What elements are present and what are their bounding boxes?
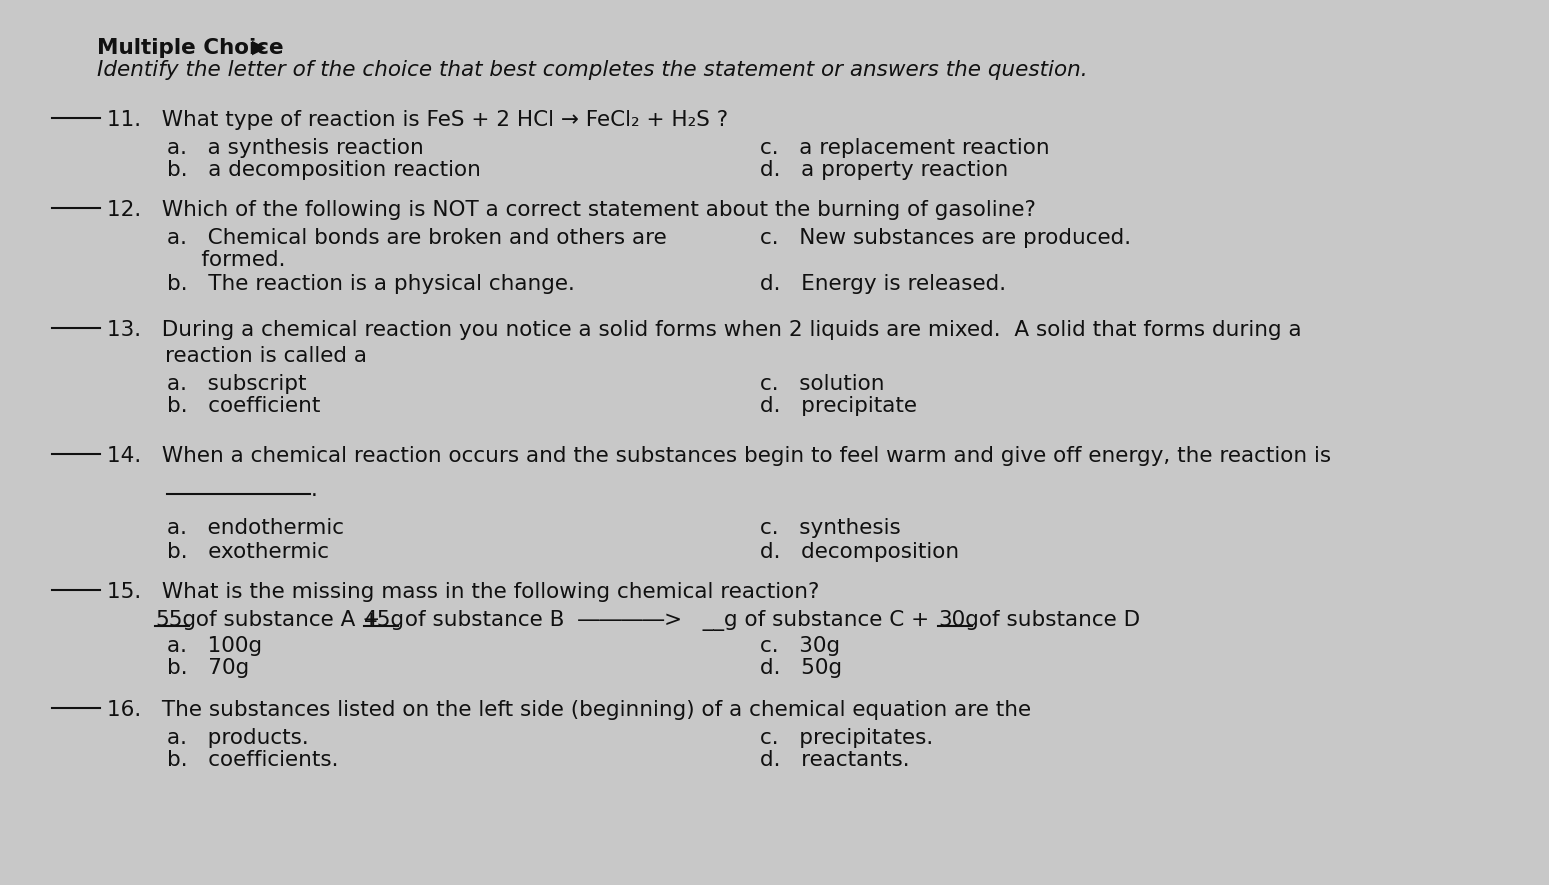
Text: a.   a synthesis reaction: a. a synthesis reaction <box>167 138 424 158</box>
Text: 30g: 30g <box>939 610 979 630</box>
Text: b.   coefficient: b. coefficient <box>167 396 321 416</box>
Text: 15.   What is the missing mass in the following chemical reaction?: 15. What is the missing mass in the foll… <box>107 582 819 602</box>
Text: d.   Energy is released.: d. Energy is released. <box>761 274 1007 294</box>
Text: b.   70g: b. 70g <box>167 658 249 678</box>
Text: c.   precipitates.: c. precipitates. <box>761 728 932 748</box>
Text: c.   synthesis: c. synthesis <box>761 518 902 538</box>
Text: d.   precipitate: d. precipitate <box>761 396 917 416</box>
Text: a.   100g: a. 100g <box>167 636 262 656</box>
Text: d.   a property reaction: d. a property reaction <box>761 160 1008 180</box>
Text: 16.   The substances listed on the left side (beginning) of a chemical equation : 16. The substances listed on the left si… <box>107 700 1032 720</box>
Text: c.   solution: c. solution <box>761 374 884 394</box>
Text: ▶: ▶ <box>252 38 266 57</box>
Text: d.   50g: d. 50g <box>761 658 843 678</box>
Text: formed.: formed. <box>167 250 285 270</box>
Text: .: . <box>311 480 318 500</box>
Text: a.   endothermic: a. endothermic <box>167 518 344 538</box>
Text: d.   reactants.: d. reactants. <box>761 750 909 770</box>
Text: b.   coefficients.: b. coefficients. <box>167 750 339 770</box>
Text: 12.   Which of the following is NOT a correct statement about the burning of gas: 12. Which of the following is NOT a corr… <box>107 200 1036 220</box>
Text: a.   products.: a. products. <box>167 728 308 748</box>
Text: of substance B  ――――>   __g of substance C +: of substance B ――――> __g of substance C … <box>398 610 936 631</box>
Text: Multiple Choice: Multiple Choice <box>98 38 283 58</box>
Text: 55g: 55g <box>155 610 197 630</box>
Text: of substance A +: of substance A + <box>189 610 387 630</box>
Text: of substance D: of substance D <box>973 610 1140 630</box>
Text: a.   Chemical bonds are broken and others are: a. Chemical bonds are broken and others … <box>167 228 666 248</box>
Text: 14.   When a chemical reaction occurs and the substances begin to feel warm and : 14. When a chemical reaction occurs and … <box>107 446 1331 466</box>
Text: a.   subscript: a. subscript <box>167 374 307 394</box>
Text: Identify the letter of the choice that best completes the statement or answers t: Identify the letter of the choice that b… <box>98 60 1087 80</box>
Text: b.   a decomposition reaction: b. a decomposition reaction <box>167 160 480 180</box>
Text: reaction is called a: reaction is called a <box>166 346 367 366</box>
Text: d.   decomposition: d. decomposition <box>761 542 959 562</box>
Text: b.   The reaction is a physical change.: b. The reaction is a physical change. <box>167 274 575 294</box>
Text: c.   New substances are produced.: c. New substances are produced. <box>761 228 1131 248</box>
Text: 11.   What type of reaction is FeS + 2 HCl → FeCl₂ + H₂S ?: 11. What type of reaction is FeS + 2 HCl… <box>107 110 728 130</box>
Text: c.   30g: c. 30g <box>761 636 840 656</box>
Text: 45g: 45g <box>364 610 406 630</box>
Text: 13.   During a chemical reaction you notice a solid forms when 2 liquids are mix: 13. During a chemical reaction you notic… <box>107 320 1301 340</box>
Text: b.   exothermic: b. exothermic <box>167 542 328 562</box>
Text: c.   a replacement reaction: c. a replacement reaction <box>761 138 1050 158</box>
